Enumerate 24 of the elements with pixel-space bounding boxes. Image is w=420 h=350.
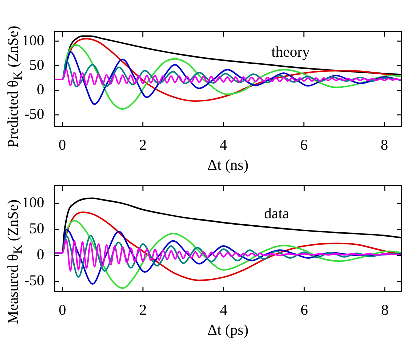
y-tick-label: 100 [22, 33, 44, 50]
y-tick-label: -50 [24, 107, 44, 124]
x-tick-label: 2 [139, 302, 147, 319]
line-series [54, 69, 402, 86]
x-tick-label: 8 [381, 302, 389, 319]
y-tick-label: 50 [30, 222, 44, 238]
x-tick-label: 0 [58, 138, 66, 154]
x-axis-title: Δt (ns) [208, 158, 249, 174]
x-tick-label: 6 [300, 302, 309, 319]
annotation: theory [272, 44, 310, 61]
x-tick-label: 0 [58, 302, 66, 319]
annotation: data [264, 206, 290, 223]
y-tick-label: 50 [30, 58, 44, 74]
x-axis-title: Δt (ps) [208, 322, 249, 339]
y-tick-label: 0 [37, 248, 44, 264]
x-tick-label: 4 [220, 302, 228, 319]
y-tick-label: -50 [24, 274, 44, 290]
x-tick-label: 2 [139, 138, 147, 154]
x-tick-label: 6 [300, 138, 308, 154]
y-tick-label: 100 [22, 196, 44, 212]
y-tick-label: 0 [37, 82, 44, 99]
line-series [54, 239, 402, 272]
x-tick-label: 4 [220, 138, 228, 154]
x-tick-label: 8 [380, 138, 388, 154]
